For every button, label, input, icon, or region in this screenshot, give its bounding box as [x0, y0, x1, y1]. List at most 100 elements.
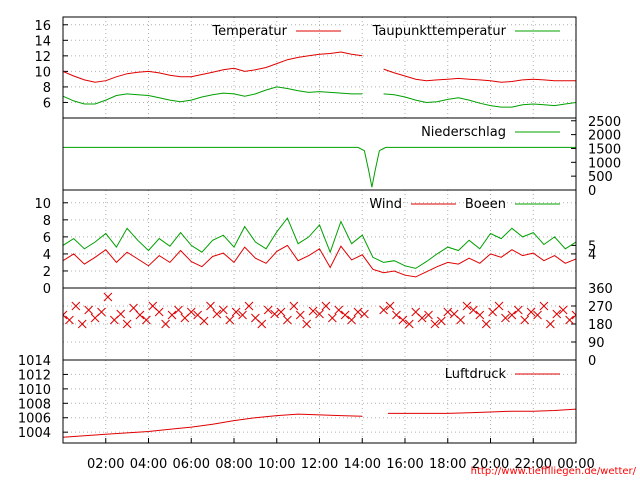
direction-point: [84, 305, 94, 315]
y-tick-label-left: 8: [43, 81, 51, 96]
direction-point: [218, 305, 228, 315]
legend-4: Luftdruck: [445, 367, 560, 382]
direction-point: [283, 315, 292, 325]
y-tick-label-left: 1008: [18, 397, 51, 412]
direction-point: [142, 315, 151, 325]
direction-point: [513, 305, 523, 315]
y-tick-label-right: 2000: [588, 129, 621, 144]
legend-label: Taupunkttemperatur: [372, 24, 507, 39]
direction-point: [65, 315, 74, 325]
direction-point: [539, 301, 549, 311]
direction-point: [558, 305, 568, 315]
y-tick-label-right: 5: [588, 239, 596, 254]
legend-label: Luftdruck: [445, 367, 507, 382]
x-tick-label: 06:00: [173, 457, 210, 472]
grid-0: [63, 17, 576, 118]
direction-point: [392, 310, 401, 320]
direction-point: [263, 305, 273, 315]
y-tick-label-left: 1004: [18, 426, 51, 441]
direction-point: [174, 305, 183, 315]
x-tick-label: 02:00: [87, 457, 124, 472]
direction-point: [430, 319, 440, 329]
direction-point: [199, 316, 209, 326]
y-tick-label-right: 0: [588, 184, 596, 199]
y-tick-label-left: 10: [34, 65, 51, 80]
direction-point: [135, 310, 145, 320]
direction-point: [571, 310, 576, 320]
y-tick-label-left: 1012: [18, 368, 51, 383]
x-tick-label: 16:00: [386, 457, 423, 472]
direction-point: [244, 301, 254, 311]
direction-point: [276, 307, 286, 317]
y-tick-label-left: 14: [34, 34, 51, 49]
x-tick-label: 00:00: [557, 457, 594, 472]
direction-point: [225, 315, 235, 325]
direction-point: [501, 313, 510, 323]
x-tick-label: 12:00: [301, 457, 338, 472]
direction-point: [347, 315, 356, 325]
direction-point: [436, 316, 446, 326]
direction-point: [520, 315, 530, 325]
direction-point: [122, 319, 132, 329]
grid-2: [63, 190, 576, 288]
legend-label: Niederschlag: [421, 125, 506, 140]
grid-4: [63, 360, 576, 443]
direction-point: [526, 307, 536, 317]
legend-0: Temperatur Taupunkttemperatur: [211, 24, 560, 39]
series-line-wind: [63, 244, 576, 278]
y-tick-label-right: 4: [588, 248, 596, 263]
direction-point: [462, 301, 472, 311]
legend-label: Wind: [369, 197, 402, 212]
y-tick-label-right: 500: [588, 170, 613, 185]
y-tick-label-right: 270: [588, 300, 613, 315]
direction-point: [417, 313, 427, 323]
y-tick-label-left: 10: [34, 197, 51, 212]
legend-label: Temperatur: [211, 24, 287, 39]
series-line-taupunkttemperatur: [63, 86, 576, 108]
y-tick-label-right: 0: [588, 354, 596, 369]
x-tick-label: 08:00: [215, 457, 252, 472]
y-tick-label-left: 1010: [18, 383, 51, 398]
y-tick-label-right: 1000: [588, 156, 621, 171]
direction-point: [475, 310, 485, 320]
direction-point: [116, 309, 126, 319]
legend-label: Boeen: [465, 197, 506, 212]
panel-3: 360 270 180 90 0: [62, 282, 613, 369]
direction-point: [404, 319, 414, 329]
direction-point: [71, 301, 81, 311]
series-line-temperatur: [63, 51, 576, 83]
direction-point: [77, 319, 87, 329]
direction-point: [379, 305, 388, 315]
y-tick-label-left: 2: [43, 265, 51, 280]
direction-point: [334, 305, 344, 315]
direction-point: [552, 309, 562, 319]
x-tick-label: 22:00: [515, 457, 552, 472]
direction-point: [481, 319, 491, 329]
y-tick-label-right: 180: [588, 318, 613, 333]
direction-point: [315, 309, 324, 319]
direction-point: [167, 310, 177, 320]
direction-point: [469, 305, 478, 315]
y-tick-label-left: 6: [43, 231, 51, 246]
x-tick-label: 04:00: [130, 457, 167, 472]
y-tick-label-right: 360: [588, 282, 613, 297]
direction-point: [238, 310, 247, 320]
y-tick-label-right: 2500: [588, 115, 621, 130]
y-tick-label-left: 1014: [18, 354, 51, 369]
credit-url: http://www.tiefflliegen.de/wetter/: [471, 466, 637, 477]
y-tick-label-right: 1500: [588, 142, 621, 157]
direction-point: [321, 301, 331, 311]
direction-point: [270, 309, 279, 319]
direction-point: [424, 310, 433, 320]
direction-point: [340, 310, 350, 320]
direction-point: [257, 319, 267, 329]
legend-1: Niederschlag: [421, 125, 560, 140]
direction-point: [154, 307, 164, 317]
series-line-niederschlag: [63, 146, 576, 188]
direction-point: [97, 307, 106, 317]
